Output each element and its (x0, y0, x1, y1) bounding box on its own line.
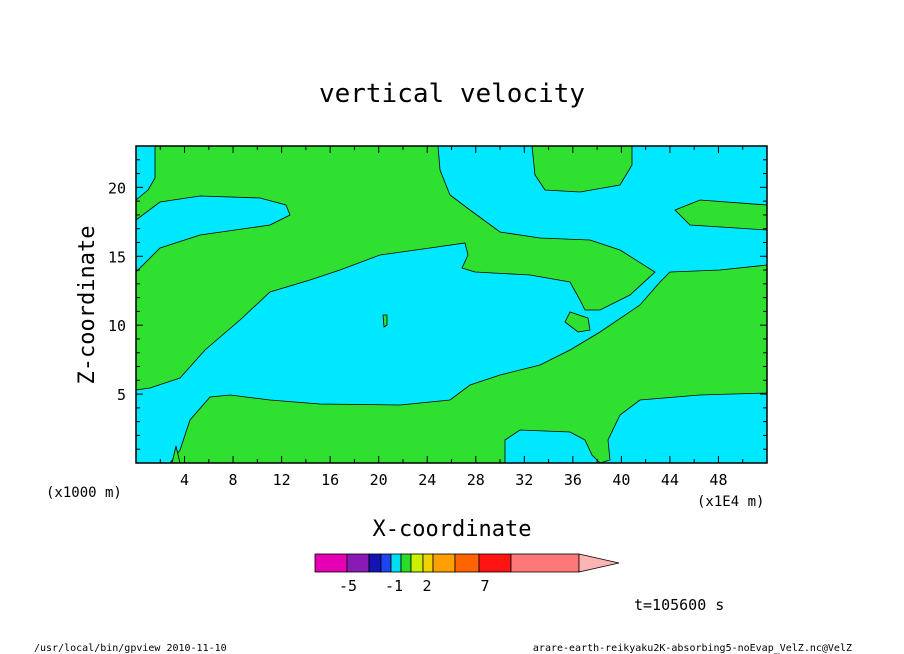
colorbar-label: 2 (422, 577, 431, 595)
time-label: t=105600 s (634, 596, 724, 614)
colorbar-label: -5 (339, 577, 357, 595)
colorbar-label: 7 (480, 577, 489, 595)
x-tick-label: 48 (709, 471, 727, 489)
x-tick-label: 8 (229, 471, 238, 489)
colorbar-segment (346, 553, 370, 573)
footer-right: arare-earth-reikyaku2K-absorbing5-noEvap… (533, 643, 852, 654)
positive-region (169, 146, 767, 463)
x-tick-label: 16 (321, 471, 339, 489)
positive-region (136, 146, 656, 391)
positive-region (382, 314, 388, 328)
x-tick-label: 36 (564, 471, 582, 489)
colorbar-segment (432, 553, 456, 573)
x-tick-label: 12 (273, 471, 291, 489)
colorbar-segment (314, 553, 348, 573)
colorbar-segment (510, 553, 580, 573)
x-tick-label: 20 (370, 471, 388, 489)
colorbar-segment (390, 553, 402, 573)
colorbar-segment (400, 553, 412, 573)
colorbar-segment (410, 553, 424, 573)
colorbar-segment (380, 553, 392, 573)
positive-region (564, 311, 591, 333)
colorbar-segment (454, 553, 480, 573)
y-axis-label: Z-coordinate (75, 226, 100, 385)
positive-region (171, 445, 181, 463)
x-tick-label: 44 (661, 471, 679, 489)
y-tick-label: 15 (108, 248, 126, 266)
chart-title: vertical velocity (319, 79, 585, 109)
colorbar-arrow (578, 553, 620, 573)
footer-left: /usr/local/bin/gpview 2010-11-10 (34, 643, 227, 654)
colorbar: -5 -1 2 7 (314, 553, 620, 595)
positive-region (531, 146, 633, 193)
x-axis-label: X-coordinate (373, 517, 532, 542)
y-tick-label: 10 (108, 317, 126, 335)
x-tick-label: 4 (180, 471, 189, 489)
x-tick-label: 24 (418, 471, 436, 489)
colorbar-segment (478, 553, 512, 573)
x-axis-ticks: 4 8 12 16 20 24 28 32 36 40 44 48 (159, 146, 744, 489)
colorbar-segment (422, 553, 434, 573)
y-axis-ticks: 5 10 15 20 (108, 159, 767, 450)
y-tick-label: 5 (117, 386, 126, 404)
colorbar-segment (368, 553, 382, 573)
x-unit-right: (x1E4 m) (697, 494, 764, 510)
colorbar-label: -1 (385, 577, 403, 595)
x-unit-left: (x1000 m) (46, 485, 122, 501)
x-tick-label: 32 (515, 471, 533, 489)
x-tick-label: 28 (467, 471, 485, 489)
y-tick-label: 20 (108, 179, 126, 197)
x-tick-label: 40 (612, 471, 630, 489)
